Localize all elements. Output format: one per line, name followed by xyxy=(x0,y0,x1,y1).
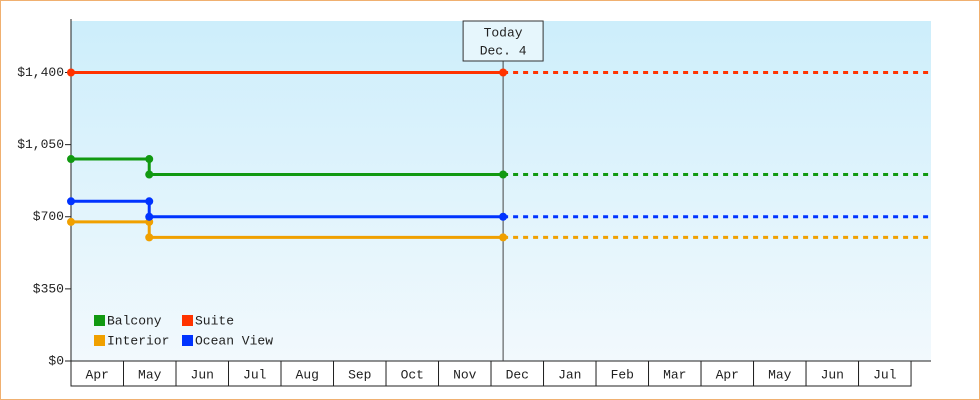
x-tick-label: Nov xyxy=(453,367,477,382)
legend-label: Suite xyxy=(195,313,234,328)
month-cell xyxy=(228,360,282,387)
month-cell xyxy=(595,360,650,387)
legend-swatch xyxy=(182,335,193,346)
y-tick-label: $700 xyxy=(33,209,64,224)
legend-label: Ocean View xyxy=(195,333,273,348)
price-point xyxy=(499,68,508,77)
price-point xyxy=(499,233,508,242)
x-tick-label: Apr xyxy=(716,367,739,382)
x-tick-label: Jan xyxy=(558,367,581,382)
month-cell xyxy=(753,360,807,387)
month-cell xyxy=(280,360,335,387)
x-tick-label: May xyxy=(138,367,162,382)
y-tick-label: $0 xyxy=(48,353,64,368)
price-point xyxy=(499,170,508,179)
month-cell xyxy=(175,360,230,387)
price-line xyxy=(71,220,504,239)
price-point xyxy=(67,197,75,206)
legend-swatch xyxy=(94,315,105,326)
x-tick-label: Jul xyxy=(873,367,897,382)
price-point xyxy=(145,233,154,242)
price-point xyxy=(67,155,75,164)
legend-label: Balcony xyxy=(107,313,162,328)
price-point xyxy=(145,212,154,221)
y-tick-label: $1,050 xyxy=(17,137,64,152)
today-box xyxy=(462,20,544,62)
plot-area xyxy=(71,21,931,361)
price-point xyxy=(145,155,154,164)
month-cell xyxy=(438,360,492,387)
month-cell xyxy=(543,360,597,387)
price-point xyxy=(499,212,508,221)
x-tick-label: Jul xyxy=(243,367,267,382)
today-label: Dec. 4 xyxy=(480,43,527,58)
price-line xyxy=(71,157,504,177)
x-tick-label: Oct xyxy=(401,367,424,382)
x-tick-label: Aug xyxy=(296,367,319,382)
y-tick-label: $350 xyxy=(33,281,64,296)
legend-swatch xyxy=(182,315,193,326)
month-cell xyxy=(858,360,912,387)
price-point xyxy=(145,170,154,179)
x-tick-label: Sep xyxy=(348,367,371,382)
month-cell xyxy=(700,360,755,387)
price-point xyxy=(67,68,75,77)
x-tick-label: Mar xyxy=(663,367,686,382)
month-cell xyxy=(490,360,545,387)
today-label: Today xyxy=(484,25,523,40)
x-tick-label: Feb xyxy=(611,367,634,382)
y-tick-label: $1,400 xyxy=(17,65,64,80)
price-point xyxy=(145,197,154,206)
price-line xyxy=(71,199,504,219)
month-cell xyxy=(385,360,440,387)
legend-label: Interior xyxy=(107,333,169,348)
x-tick-label: Apr xyxy=(86,367,109,382)
x-tick-label: May xyxy=(768,367,792,382)
x-tick-label: Jun xyxy=(191,367,214,382)
x-tick-label: Jun xyxy=(821,367,844,382)
month-cell xyxy=(805,360,860,387)
x-tick-label: Dec xyxy=(506,367,529,382)
month-cell xyxy=(123,360,177,387)
price-point xyxy=(67,217,75,226)
month-cell xyxy=(333,360,387,387)
legend-swatch xyxy=(94,335,105,346)
